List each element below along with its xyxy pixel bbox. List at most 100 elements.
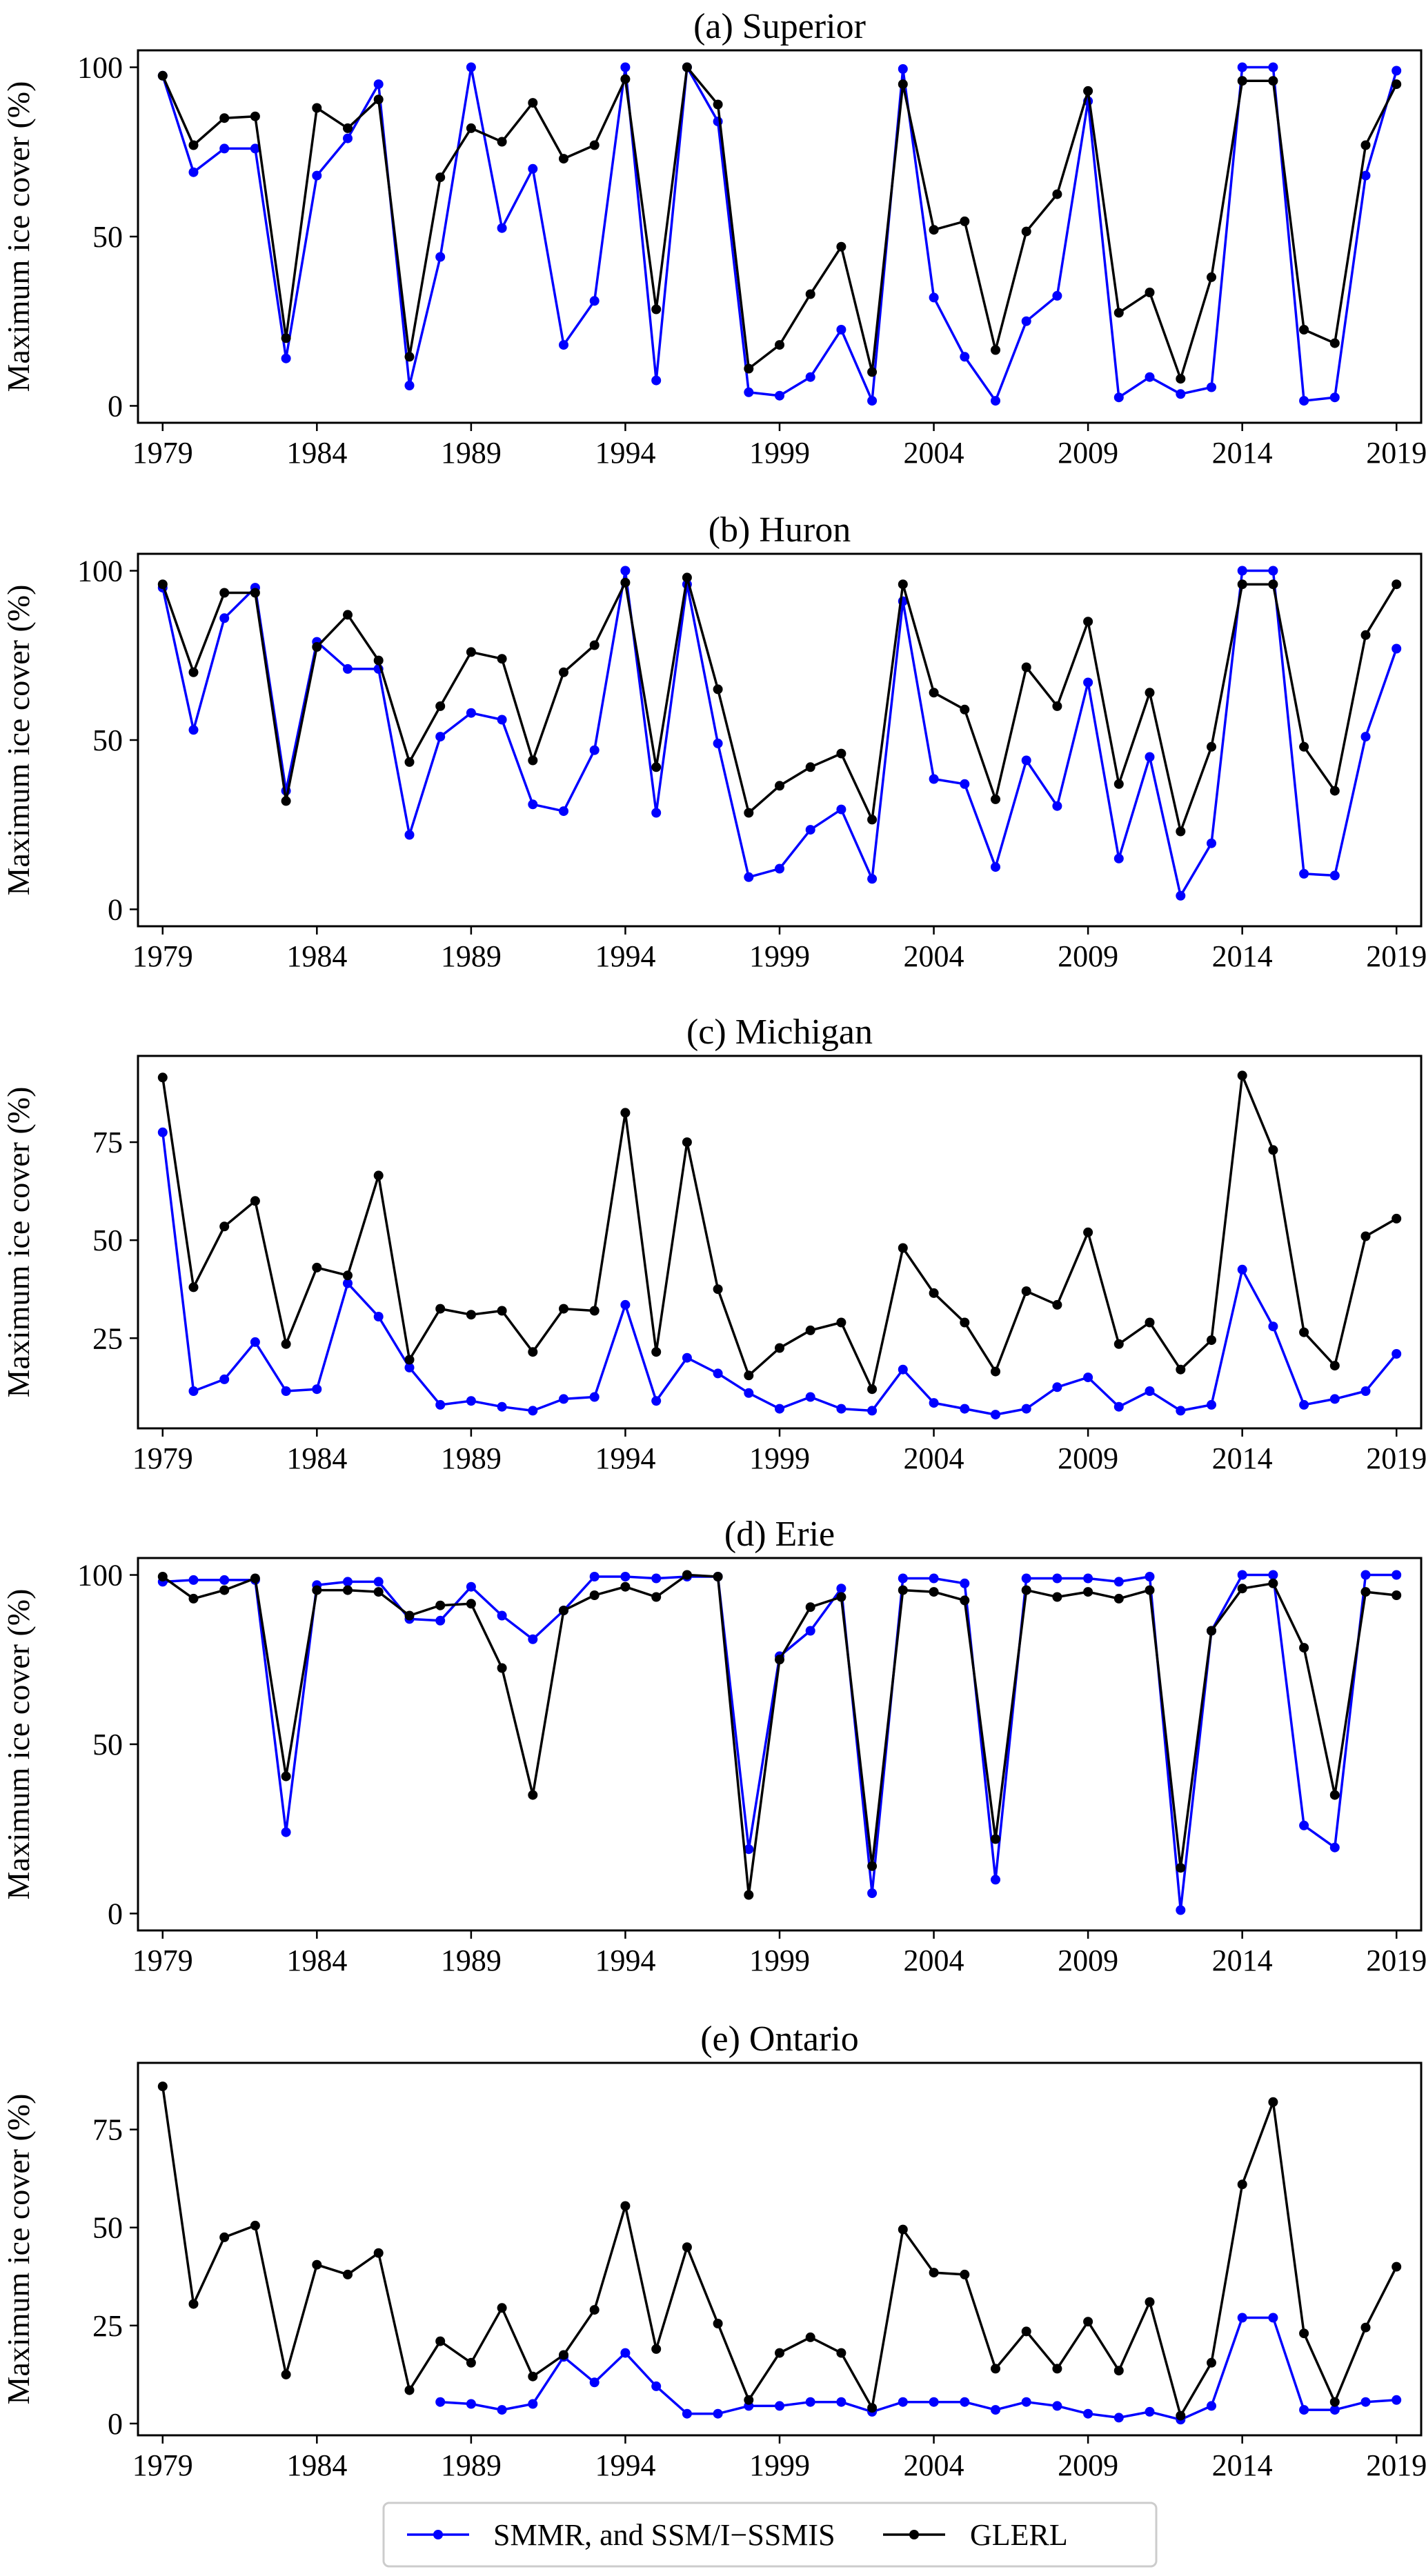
data-point-smmr (373, 79, 384, 90)
data-point-smmr (1237, 1570, 1247, 1580)
y-axis-label: Maximum ice cover (%) (1, 1087, 36, 1398)
data-point-smmr (1113, 1401, 1124, 1412)
data-point-glerl (157, 70, 168, 81)
x-tick-label: 1989 (441, 939, 502, 973)
panel-title: (a) Superior (693, 7, 866, 46)
data-point-smmr (589, 296, 600, 306)
data-point-glerl (867, 367, 878, 377)
data-point-glerl (713, 1284, 723, 1295)
y-tick-label: 100 (77, 51, 123, 85)
chart-panel-1: (a) Superior Maximum ice cover (%) 1979 198… (1, 7, 1426, 470)
data-point-glerl (836, 748, 846, 759)
y-axis-label: Maximum ice cover (%) (1, 2094, 36, 2405)
data-point-glerl (589, 1590, 600, 1600)
data-point-glerl (1392, 1590, 1402, 1600)
data-point-glerl (188, 1593, 199, 1604)
series-line-smmr (161, 66, 1398, 402)
data-point-glerl (713, 99, 723, 110)
data-point-glerl (960, 1317, 970, 1328)
data-point-smmr (1052, 1573, 1062, 1584)
data-point-smmr (929, 1398, 939, 1408)
x-tick-label: 1989 (441, 2448, 502, 2482)
data-point-smmr (775, 1404, 784, 1414)
chart-panel-4: (d) Erie Maximum ice cover (%) 1979 1984 198… (1, 1515, 1426, 1977)
data-point-glerl (1113, 1593, 1124, 1604)
data-point-glerl (343, 610, 353, 620)
data-point-smmr (960, 1404, 970, 1414)
data-point-smmr (1207, 838, 1216, 848)
data-point-glerl (1176, 374, 1186, 384)
data-point-smmr (188, 167, 199, 177)
data-point-smmr (805, 825, 815, 835)
data-point-smmr (713, 1368, 723, 1379)
data-point-smmr (219, 613, 230, 623)
data-point-smmr (1392, 1570, 1402, 1580)
data-point-smmr (1176, 890, 1186, 901)
data-point-glerl (373, 1170, 384, 1181)
data-point-glerl (1083, 1227, 1093, 1237)
x-tick-label: 1994 (595, 1944, 655, 1977)
series-line-glerl (161, 1573, 1397, 1897)
data-point-glerl (744, 1890, 754, 1900)
data-point-smmr (836, 325, 846, 335)
x-tick-label: 2019 (1366, 939, 1426, 973)
x-tick-label: 2014 (1212, 939, 1273, 973)
data-point-glerl (1392, 79, 1402, 90)
x-tick-label: 2004 (904, 2448, 964, 2482)
data-point-smmr (1083, 1573, 1093, 1584)
data-point-smmr (805, 2397, 815, 2407)
data-point-smmr (805, 1626, 815, 1636)
data-point-glerl (1237, 1584, 1247, 1594)
data-point-smmr (559, 806, 568, 817)
data-point-glerl (713, 684, 723, 695)
data-point-glerl (1360, 140, 1371, 150)
y-tick-label: 50 (92, 723, 123, 757)
data-point-smmr (188, 1575, 199, 1585)
data-point-smmr (1329, 1394, 1340, 1404)
data-point-glerl (404, 1355, 415, 1365)
chart-panel-3: (c) Michigan Maximum ice cover (%) 1979 198… (1, 1012, 1426, 1475)
data-point-glerl (929, 1288, 939, 1298)
data-point-glerl (805, 1602, 815, 1613)
x-tick-label: 2004 (904, 1944, 964, 1977)
data-point-smmr (836, 1584, 846, 1594)
data-point-smmr (1113, 392, 1124, 403)
data-point-glerl (682, 2242, 692, 2253)
data-point-smmr (1268, 1321, 1278, 1332)
data-point-smmr (682, 2408, 692, 2419)
data-point-smmr (1145, 1386, 1155, 1396)
data-point-glerl (1021, 1286, 1031, 1297)
y-tick-label: 25 (92, 2309, 123, 2343)
data-point-smmr (1052, 290, 1062, 301)
data-point-glerl (1176, 826, 1186, 837)
data-point-smmr (1392, 1349, 1402, 1359)
data-point-smmr (898, 1364, 908, 1375)
data-point-glerl (682, 1570, 692, 1580)
data-point-smmr (466, 1396, 476, 1406)
data-point-smmr (528, 1406, 538, 1416)
data-point-glerl (497, 654, 507, 664)
x-tick-label: 2009 (1058, 1944, 1118, 1977)
data-point-smmr (1083, 677, 1093, 688)
data-point-smmr (1113, 2413, 1124, 2423)
data-point-glerl (219, 2232, 230, 2242)
data-point-smmr (1237, 2313, 1247, 2323)
chart-panel-2: (b) Huron Maximum ice cover (%) 1979 1984 19… (1, 510, 1426, 973)
data-point-smmr (1021, 755, 1031, 766)
data-point-smmr (1360, 1386, 1371, 1396)
data-point-glerl (1268, 2097, 1278, 2107)
data-point-glerl (312, 642, 322, 652)
data-point-smmr (1176, 389, 1186, 399)
data-point-smmr (435, 252, 446, 262)
x-tick-label: 1989 (441, 436, 502, 470)
y-tick-label: 50 (92, 2211, 123, 2245)
x-tick-label: 1994 (595, 2448, 655, 2482)
data-point-glerl (281, 796, 291, 806)
data-point-glerl (960, 704, 970, 715)
legend-frame (382, 2502, 1158, 2568)
data-point-smmr (589, 1392, 600, 1402)
x-tick-label: 1979 (132, 2448, 193, 2482)
data-point-smmr (960, 1578, 970, 1588)
data-point-glerl (219, 588, 230, 598)
data-point-glerl (466, 1599, 476, 1609)
